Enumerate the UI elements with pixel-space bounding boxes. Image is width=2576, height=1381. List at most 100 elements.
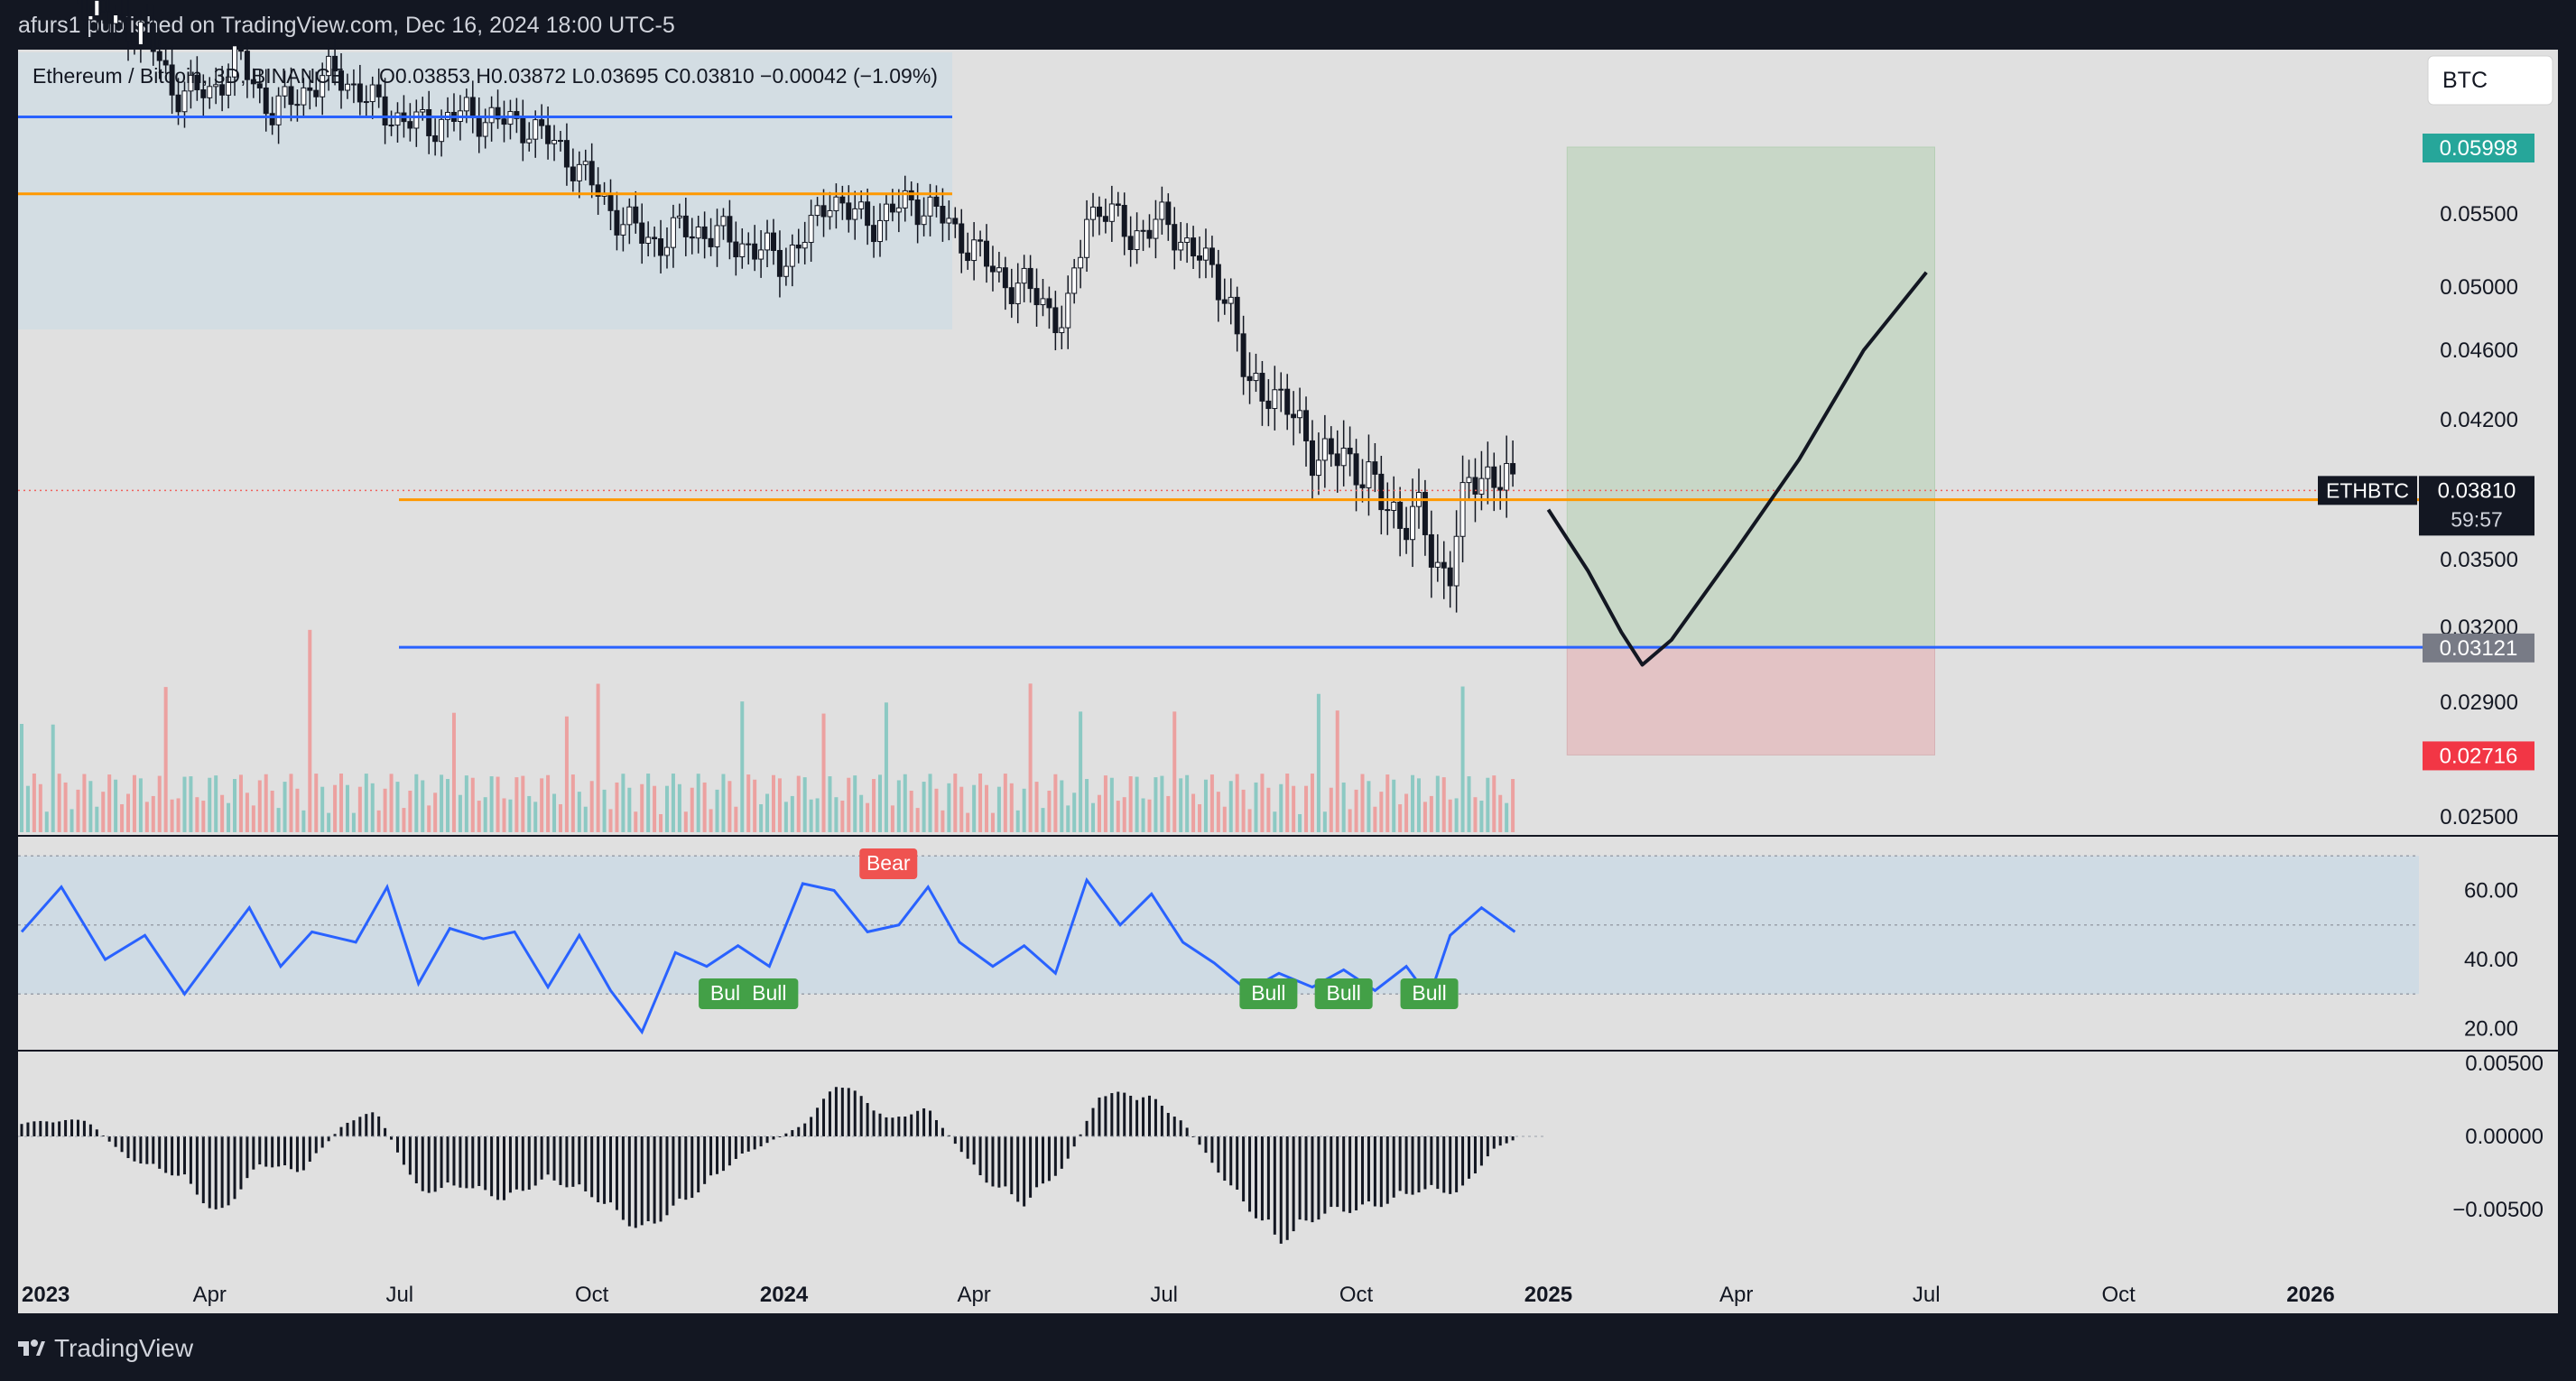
histogram-bar-2024-05-01 [1035, 1136, 1039, 1188]
signal-badge-bg [859, 848, 918, 879]
rsi-signal-bear[interactable]: Bear [859, 848, 918, 879]
candle-body-2023-12-12 [739, 243, 746, 258]
projection-path[interactable] [1546, 271, 1928, 667]
candle-body-2023-05-16 [301, 87, 307, 106]
histogram-bar-2024-04-16 [1004, 1136, 1007, 1187]
histogram-bar-2024-11-18 [1455, 1136, 1459, 1192]
histogram-tick-label: 0.00500 [2465, 1052, 2544, 1076]
volume-bar-2024-04-01 [972, 784, 977, 832]
histogram-bar-2023-11-15 [684, 1136, 688, 1200]
volume-bar-2023-06-27 [389, 774, 394, 832]
candle-body-2024-03-14 [933, 196, 940, 208]
histogram-bar-2024-06-09 [1117, 1091, 1120, 1136]
candle-body-2023-05-13 [294, 104, 301, 107]
x-tick-label: Oct [1339, 1283, 1374, 1307]
histogram-bar-2023-08-14 [490, 1136, 494, 1197]
histogram-bar-2024-04-19 [1010, 1136, 1014, 1195]
volume-bar-2023-03-11 [163, 687, 168, 832]
volume-bar-2024-07-27 [1216, 792, 1220, 832]
volume-bar-2023-10-10 [608, 809, 613, 832]
volume-bar-2024-01-17 [815, 798, 820, 832]
volume-bar-2023-09-13 [552, 793, 557, 832]
histogram-bar-2023-02-21 [126, 1136, 130, 1159]
volume-bar-2023-12-06 [727, 781, 732, 832]
histogram-bar-2023-06-30 [395, 1136, 399, 1153]
candle-body-2024-05-07 [1046, 298, 1052, 309]
rsi-signal-bull[interactable]: Bull [740, 978, 799, 1009]
volume-bar-2024-01-29 [840, 801, 845, 832]
volume-bar-2023-11-15 [683, 811, 688, 832]
tradingview-logo[interactable]: TradingView [18, 1334, 193, 1363]
histogram-bar-2023-01-10 [39, 1120, 42, 1136]
loss-zone[interactable] [1566, 646, 1936, 755]
candle-body-2024-07-24 [1209, 247, 1215, 265]
volume-bar-2024-12-09 [1498, 794, 1503, 832]
volume-bar-2023-04-13 [233, 779, 237, 832]
candle-body-2024-05-19 [1071, 267, 1078, 294]
candle-body-2024-03-20 [946, 218, 952, 224]
histogram-bar-2023-09-01 [527, 1136, 531, 1190]
histogram-bar-2024-02-13 [872, 1110, 876, 1136]
volume-bar-2024-04-04 [978, 774, 983, 832]
histogram-bar-2024-02-22 [891, 1117, 894, 1136]
histogram-bar-2023-05-07 [283, 1136, 287, 1166]
candle-body-2024-02-07 [858, 201, 865, 209]
volume-bar-2024-01-11 [802, 777, 807, 832]
signal-badge-text: Bull [710, 981, 745, 1005]
rsi-signal-bull[interactable]: Bull [1314, 978, 1373, 1009]
candle-body-2023-10-13 [614, 209, 620, 236]
volume-bar-2023-09-16 [558, 804, 562, 832]
x-tick-label: Jul [1150, 1283, 1178, 1307]
candle-body-2023-08-11 [482, 122, 488, 137]
volume-bar-2024-05-01 [1034, 782, 1039, 832]
histogram-bar-2023-04-16 [239, 1136, 243, 1190]
candle-body-2024-04-01 [971, 239, 978, 262]
volume-bar-2024-01-14 [809, 799, 813, 832]
volume-bar-2023-01-28 [76, 789, 80, 832]
volume-bar-2023-04-19 [245, 792, 249, 832]
histogram-bar-2024-08-08 [1242, 1136, 1246, 1202]
currency-button[interactable]: BTC [2427, 55, 2553, 106]
volume-bar-2023-12-30 [777, 778, 782, 832]
volume-bar-2024-03-26 [959, 786, 964, 832]
rsi-signal-bull[interactable]: Bull [1239, 978, 1298, 1009]
histogram-bar-2024-12-09 [1498, 1136, 1502, 1146]
histogram-bar-2024-04-04 [978, 1136, 982, 1176]
volume-bar-2023-07-15 [427, 805, 431, 832]
volume-bar-2023-02-09 [101, 792, 106, 832]
histogram-bar-2024-06-06 [1110, 1093, 1114, 1136]
candle-body-2024-10-28 [1410, 505, 1416, 541]
candle-body-2024-01-11 [802, 242, 808, 249]
volume-bar-2024-07-18 [1198, 804, 1202, 832]
candle-body-2023-09-13 [551, 140, 558, 144]
histogram-bar-2023-02-27 [139, 1136, 143, 1164]
volume-bar-2024-10-04 [1360, 774, 1365, 832]
volume-bar-2023-04-28 [264, 774, 268, 832]
histogram-bar-2024-08-11 [1248, 1136, 1252, 1212]
profit-zone[interactable] [1566, 146, 1936, 648]
histogram-bar-2023-06-18 [371, 1112, 375, 1136]
histogram-bar-2023-12-18 [753, 1136, 756, 1150]
candle-body-2023-04-13 [232, 45, 238, 78]
histogram-bar-2023-01-25 [70, 1119, 74, 1136]
histogram-bar-2024-07-24 [1210, 1136, 1214, 1163]
rsi-line[interactable] [20, 876, 1516, 1035]
histogram-bar-2023-01-01 [20, 1124, 23, 1136]
candle-body-2024-09-10 [1309, 440, 1315, 477]
candle-body-2023-12-27 [770, 232, 776, 251]
volume-bar-2024-12-06 [1492, 775, 1496, 832]
candle-body-2023-10-10 [607, 192, 614, 211]
candle-body-2024-01-29 [839, 196, 846, 204]
histogram-bar-2024-06-21 [1142, 1097, 1145, 1136]
histogram-bar-2024-10-28 [1411, 1136, 1414, 1195]
rsi-signal-bull[interactable]: Bull [1400, 978, 1459, 1009]
histogram-bar-2024-01-17 [816, 1108, 820, 1136]
histogram-bar-2023-09-13 [552, 1136, 556, 1181]
histogram-bar-2023-05-10 [289, 1136, 292, 1170]
volume-bar-2024-01-20 [821, 713, 826, 832]
bar-countdown: 59:57 [2451, 507, 2503, 531]
histogram-bar-2024-05-31 [1098, 1097, 1101, 1136]
candle-body-2024-04-19 [1008, 287, 1015, 304]
histogram-tick-label: −0.00500 [2452, 1198, 2544, 1222]
